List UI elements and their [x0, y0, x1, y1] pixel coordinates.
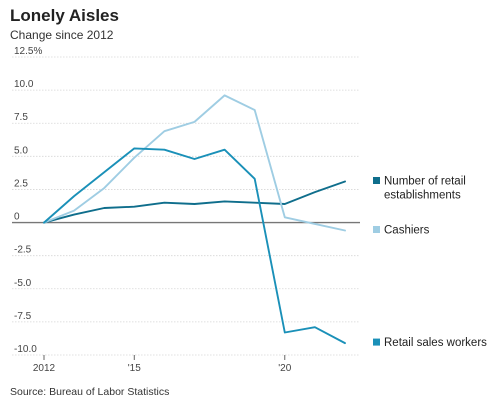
legend-swatch: [373, 338, 380, 346]
source-note: Source: Bureau of Labor Statistics: [10, 386, 170, 398]
chart-title: Lonely Aisles: [10, 6, 119, 25]
series-line-retail-sales-workers: [43, 147, 346, 345]
y-tick-label: -2.5: [14, 245, 32, 256]
x-tick-label: '15: [128, 363, 141, 374]
series-label: establishments: [384, 189, 461, 201]
y-tick-label: 7.5: [14, 112, 28, 123]
grid: [12, 56, 360, 356]
series-line-cashiers: [43, 94, 346, 232]
y-tick-label: 2.5: [14, 178, 28, 189]
series-lines: [43, 94, 346, 345]
series-label: Retail sales workers: [384, 337, 487, 349]
series-label: Cashiers: [384, 225, 430, 237]
y-tick-label: -5.0: [14, 278, 32, 289]
y-tick-label: 5.0: [14, 145, 28, 156]
y-tick-label: 0: [14, 212, 20, 223]
series-labels: Number of retail establishments Cashiers Re…: [373, 175, 487, 349]
y-tick-label: 12.5%: [14, 46, 42, 57]
series-line-number-of-retail-establishments: [43, 180, 346, 224]
y-tick-label: -10.0: [14, 344, 37, 355]
y-axis-ticks: 12.5% 10.0 7.5 5.0 2.5 0 -2.5 -5.0 -7.5 -10.0: [14, 46, 42, 355]
x-axis-ticks: 2012 '15 '20: [33, 355, 292, 374]
y-tick-label: -7.5: [14, 311, 32, 322]
x-tick-label: '20: [278, 363, 291, 374]
legend-swatch: [373, 176, 380, 184]
x-tick-label: 2012: [33, 363, 56, 374]
y-tick-label: 10.0: [14, 79, 34, 90]
legend-swatch: [373, 226, 380, 234]
chart-subtitle: Change since 2012: [10, 28, 114, 42]
series-label: Number of retail: [384, 175, 466, 187]
